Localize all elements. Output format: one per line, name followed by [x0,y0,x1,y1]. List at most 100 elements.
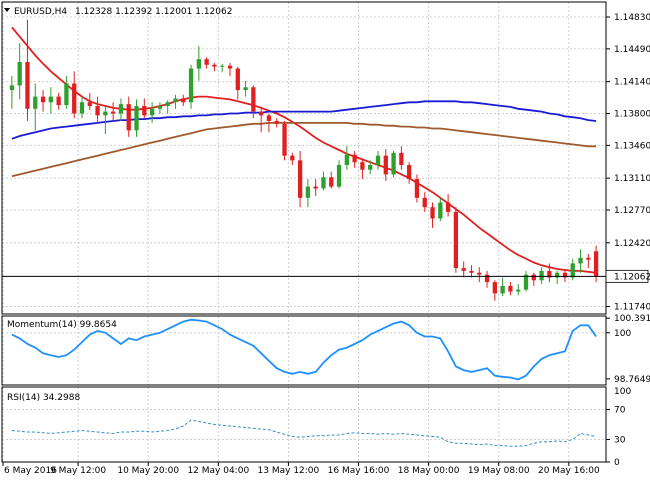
candle-body [274,120,279,124]
candle-body [134,106,139,131]
candle-body [360,162,365,170]
time-axis-label: 20 May 16:00 [538,466,600,476]
candle-body [368,165,373,170]
candle-body [266,115,272,121]
candle-body [220,65,225,67]
price-axis-label: 1.13460 [614,141,650,151]
candle-body [492,282,497,294]
candle-body [562,272,568,278]
rsi-pane-frame [1,386,607,463]
candle-body [95,106,100,116]
rsi-axis-label: 30 [614,436,626,446]
momentum-pane-frame [1,315,607,386]
candle-body [516,289,521,292]
candle-body [196,59,201,69]
candle-body [391,152,396,175]
chart-symbol-label: EURUSD,H4 [14,7,67,17]
time-axis-label: 9 May 12:00 [50,466,106,476]
candle-body [500,285,505,294]
candle-body [383,155,388,175]
candlestick-layer [2,19,606,301]
candle-body [212,64,217,67]
price-axis-label: 1.13110 [614,174,650,184]
price-axis-label: 1.12420 [614,239,650,249]
time-axis-label: 16 May 16:00 [328,466,390,476]
candle-body [165,102,170,106]
candle-body [375,155,381,166]
candle-body [570,263,575,278]
candle-body [321,177,326,189]
candle-body [593,251,599,277]
candle-body [149,108,155,116]
candle-body [547,270,552,278]
momentum-axis-label: 100.3918 [614,314,650,324]
mid-ma-line [11,100,597,140]
price-axis-label: 1.13800 [614,109,650,119]
axis-label-layer: 1.14830 1.14490 1.14140 1.13800 1.13460 1.131… [2,13,650,476]
price-axis-label: 1.11740 [614,303,650,313]
candle-body [539,270,544,281]
candle-body [227,65,233,69]
candle-body [157,106,163,109]
candle-body [204,59,209,65]
candle-body [126,104,131,131]
slow-ma-line [11,122,597,178]
price-axis-label: 1.14830 [614,13,650,23]
candle-body [430,207,435,219]
rsi-line [11,419,597,447]
candle-body [181,98,186,103]
candle-body [188,68,194,103]
candle-body [290,155,295,161]
chart-menu-triangle-icon[interactable] [4,8,10,12]
candle-body [251,87,256,112]
moving-average-layer [11,26,597,274]
candle-body [305,186,311,198]
price-axis-label: 1.14140 [614,78,650,88]
candle-body [578,257,583,264]
candle-body [445,202,451,212]
time-axis-label: 19 May 08:00 [468,466,530,476]
rsi-axis-label: 70 [614,406,626,416]
candle-body [243,87,248,91]
current-price-box [605,269,649,283]
candle-body [72,83,77,114]
candle-body [484,274,490,283]
momentum-axis-label: 98.7649 [614,375,650,385]
momentum-line [11,318,597,381]
candle-body [508,285,513,292]
candle-body [336,165,342,187]
candle-body [469,270,474,273]
candle-body [352,154,357,163]
candle-body [173,98,178,103]
momentum-axis-label: 100 [614,329,631,339]
candle-body [33,96,38,109]
candle-body [523,274,529,290]
candle-body [344,154,349,166]
candle-body [64,83,69,106]
price-axis-label: 1.14490 [614,45,650,55]
frame-layer [1,1,607,463]
price-pane-frame [1,1,607,315]
candle-body [103,111,108,116]
candle-body [477,272,482,275]
oscillator-layer [11,318,597,447]
candle-body [531,274,536,281]
candle-body [313,186,318,189]
candle-body [79,102,85,114]
candle-body [48,96,53,103]
candle-body [282,123,287,156]
fast-ma-line [11,26,597,274]
candle-body [438,202,443,219]
candle-body [297,160,303,198]
candle-body [40,96,46,103]
candle-body [17,61,22,86]
time-axis-label: 12 May 04:00 [187,466,249,476]
candle-body [118,104,124,114]
candle-body [586,257,591,260]
candle-body [422,197,427,208]
grid-layer [2,2,606,462]
rsi-indicator-title: RSI(14) 34.2988 [7,393,80,403]
time-axis-label: 13 May 12:00 [258,466,320,476]
rsi-axis-label-top: 100 [614,387,631,397]
